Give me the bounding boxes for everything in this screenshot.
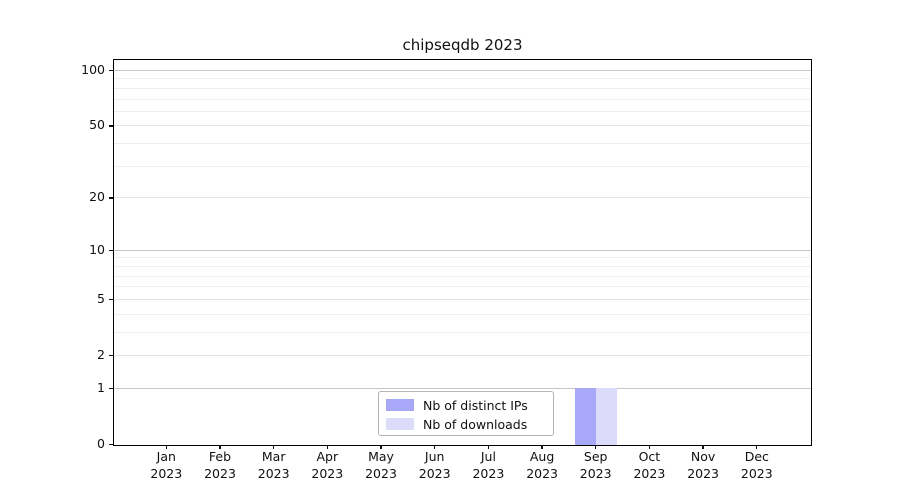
legend-label: Nb of distinct IPs	[423, 397, 528, 413]
x-tick-label: Dec 2023	[740, 449, 773, 481]
x-tick-label: Jun 2023	[418, 449, 451, 481]
y-tick-label: 10	[89, 241, 105, 257]
x-tick-mark	[273, 445, 275, 449]
x-tick-mark	[219, 445, 221, 449]
y-tick-mark	[109, 70, 113, 72]
minor-gridline	[114, 331, 811, 333]
y-tick-label: 2	[97, 347, 105, 362]
y-tick-mark	[109, 298, 113, 301]
y-tick-mark	[109, 125, 113, 127]
y-tick-mark	[109, 197, 113, 199]
y-tick-mark	[109, 355, 113, 357]
x-tick-label: Oct 2023	[633, 449, 666, 481]
bar-nb-of-distinct-ips	[574, 387, 596, 445]
y-tick-mark	[109, 444, 113, 446]
x-tick-label: Jan 2023	[150, 449, 183, 481]
chart-title: chipseqdb 2023	[402, 36, 523, 54]
minor-gridline	[114, 87, 811, 89]
x-tick-mark	[756, 445, 758, 449]
x-tick-label: Mar 2023	[257, 449, 290, 481]
x-tick-label: Sep 2023	[579, 449, 612, 481]
x-tick-mark	[380, 445, 382, 449]
legend-label: Nb of downloads	[423, 416, 528, 432]
x-tick-mark	[541, 445, 543, 449]
legend-item-distinct-ips: Nb of distinct IPs	[386, 396, 553, 414]
x-tick-mark	[165, 445, 167, 449]
x-tick-label: Feb 2023	[204, 449, 236, 481]
x-tick-label: Jul 2023	[472, 449, 505, 481]
x-tick-label: Aug 2023	[526, 449, 558, 481]
y-tick-mark	[109, 387, 113, 390]
minor-gridline	[114, 78, 811, 80]
legend-swatch-downloads-icon	[386, 418, 414, 430]
minor-gridline	[114, 98, 811, 100]
legend: Nb of distinct IPs Nb of downloads	[378, 391, 554, 436]
minor-gridline	[114, 275, 811, 277]
minor-gridline	[114, 110, 811, 112]
major-gridline	[114, 197, 811, 199]
minor-gridline	[114, 165, 811, 167]
legend-item-downloads: Nb of downloads	[386, 415, 553, 433]
x-tick-mark	[595, 445, 597, 449]
y-tick-label: 50	[89, 117, 105, 133]
major-gridline	[114, 387, 811, 389]
minor-gridline	[114, 286, 811, 288]
x-tick-mark	[434, 445, 436, 449]
minor-gridline	[114, 257, 811, 259]
x-tick-mark	[702, 445, 704, 449]
minor-gridline	[114, 143, 811, 145]
y-tick-label: 1	[97, 379, 105, 395]
x-tick-label: Apr 2023	[311, 449, 344, 481]
legend-swatch-distinct-ips-icon	[386, 399, 414, 411]
x-tick-mark	[487, 445, 490, 449]
major-gridline	[114, 298, 811, 300]
x-tick-mark	[648, 445, 651, 449]
major-gridline	[114, 70, 811, 71]
y-tick-label: 100	[81, 62, 105, 77]
x-tick-label: Nov 2023	[687, 449, 719, 481]
minor-gridline	[114, 313, 811, 315]
y-tick-mark	[109, 249, 113, 252]
major-gridline	[114, 125, 811, 127]
x-tick-label: May 2023	[365, 449, 397, 481]
x-tick-mark	[326, 445, 328, 449]
y-tick-label: 0	[97, 436, 105, 451]
major-gridline	[114, 355, 811, 356]
major-gridline	[114, 249, 811, 251]
y-tick-label: 5	[97, 290, 105, 306]
y-tick-label: 20	[89, 189, 105, 205]
bar-nb-of-downloads	[595, 387, 617, 445]
minor-gridline	[114, 265, 811, 267]
